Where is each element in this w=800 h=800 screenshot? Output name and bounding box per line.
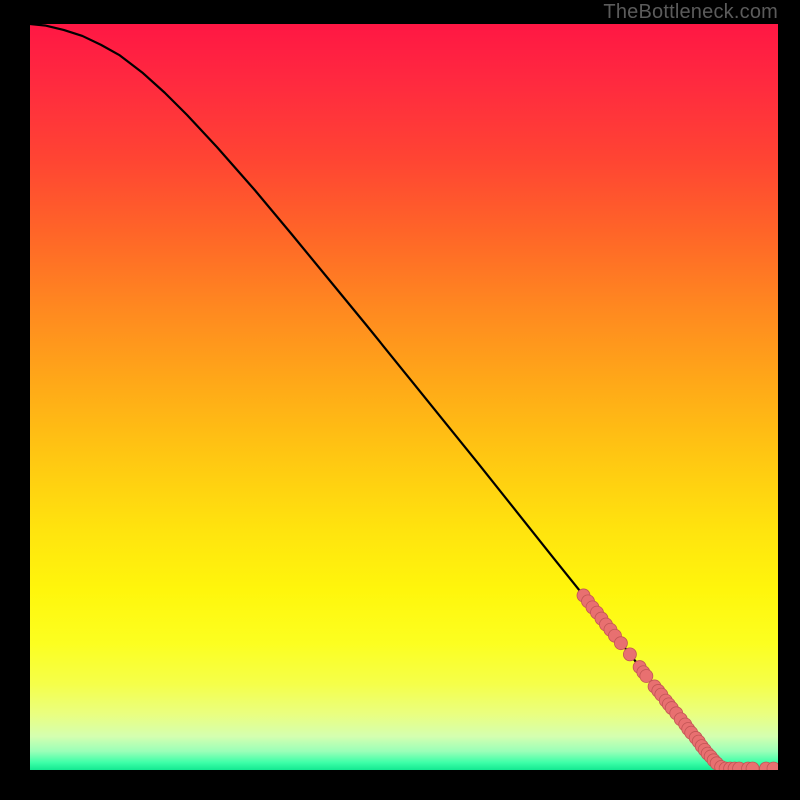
- data-point-marker: [640, 670, 653, 683]
- data-point-marker: [614, 637, 627, 650]
- chart-plot-area: [30, 24, 778, 770]
- data-point-marker: [623, 648, 636, 661]
- data-markers: [30, 24, 778, 770]
- watermark-text: TheBottleneck.com: [603, 1, 778, 24]
